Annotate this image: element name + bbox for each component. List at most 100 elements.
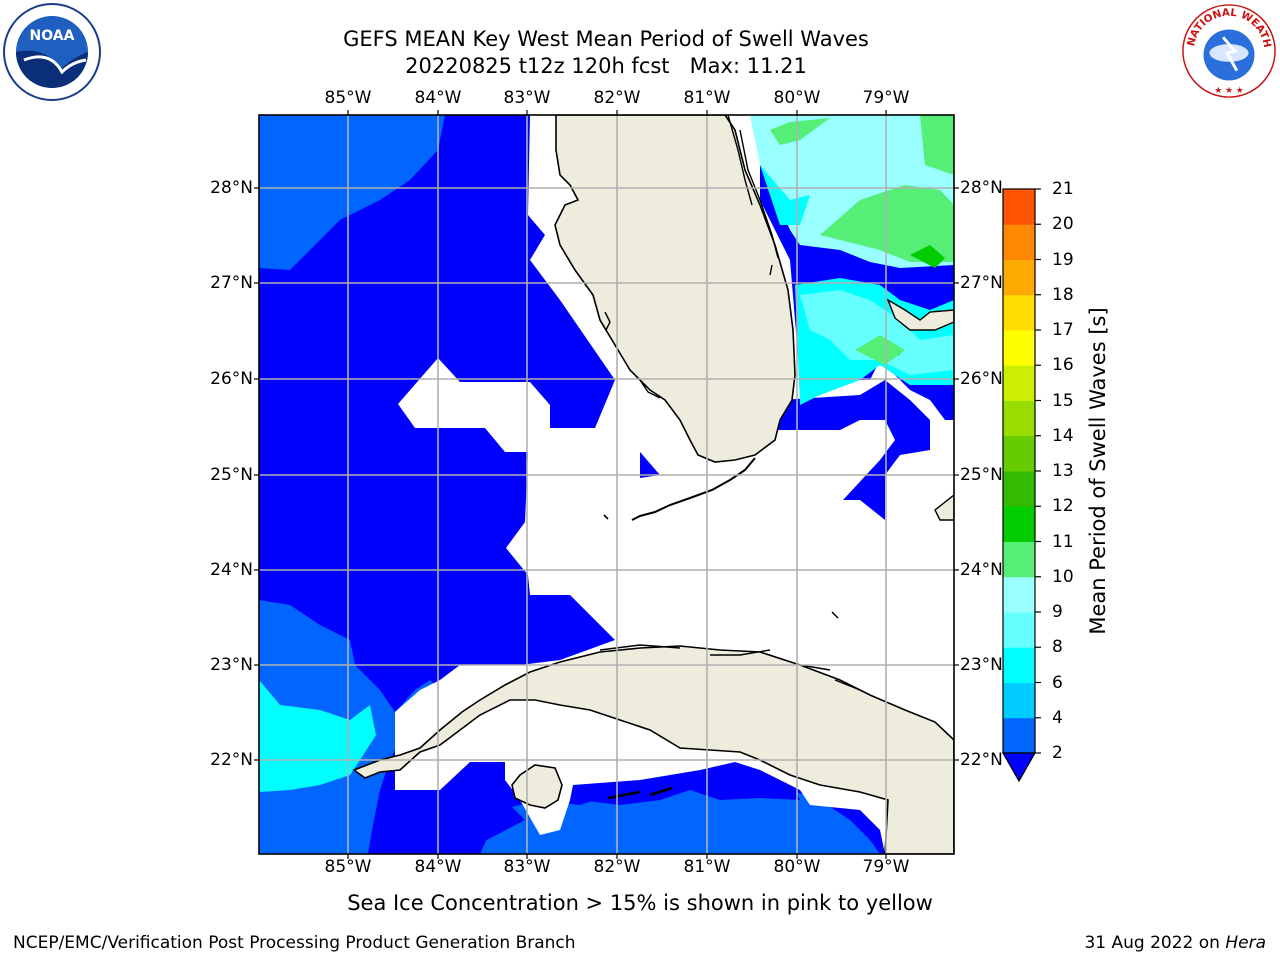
lat-label: 26°N: [210, 369, 253, 389]
colorbar-ticks: [1035, 188, 1041, 754]
colorbar-segment: [1003, 717, 1035, 754]
colorbar-segment: [1003, 506, 1035, 542]
colorbar-segment: [1003, 576, 1035, 613]
lon-label: 84°W: [414, 88, 462, 108]
sea-ice-note: Sea Ice Concentration > 15% is shown in …: [0, 891, 1280, 915]
graticule: [259, 115, 954, 854]
lat-label: 23°N: [960, 655, 1003, 675]
colorbar-tick-label: 4: [1052, 707, 1063, 728]
axis-ticks: [254, 110, 959, 859]
colorbar-tick-label: 21: [1052, 179, 1074, 199]
florida-land: [554, 115, 796, 463]
cuba-south-cays: [607, 786, 673, 800]
swell-contour-9-10: [920, 115, 954, 175]
lon-label: 81°W: [683, 857, 731, 877]
lon-label: 80°W: [773, 88, 821, 108]
colorbar-segment: [1003, 259, 1035, 296]
cuba-land: [352, 645, 954, 854]
lon-label: 79°W: [862, 88, 910, 108]
colorbar-tick-label: 6: [1052, 672, 1063, 693]
lat-label: 28°N: [960, 178, 1003, 198]
bahamas-land: [934, 494, 954, 521]
colorbar-tick-label: 11: [1052, 531, 1074, 552]
noaa-logo: NOAA: [3, 3, 101, 101]
colorbar-tick-label: 8: [1052, 637, 1063, 658]
swell-field-under: [775, 380, 930, 520]
machine-name: Hera: [1225, 933, 1266, 953]
colorbar-title: Mean Period of Swell Waves [s]: [1086, 307, 1110, 635]
colorbar-segment: [1003, 612, 1035, 648]
florida-keys: [603, 514, 609, 520]
no-data-region: [395, 115, 954, 854]
colorbar: [1001, 188, 1037, 783]
colorbar-tick-label: 9: [1052, 602, 1063, 622]
colorbar-segment: [1003, 294, 1035, 331]
colorbar-tick-label: 19: [1052, 249, 1074, 270]
cay-detail: [831, 611, 839, 619]
colorbar-segment: [1003, 647, 1035, 683]
lon-label: 83°W: [503, 88, 551, 108]
lon-label: 85°W: [324, 857, 372, 877]
colorbar-segment: [1003, 435, 1035, 472]
swell-field-under: [795, 252, 880, 285]
colorbar-segment: [1003, 330, 1035, 366]
lon-label: 80°W: [773, 857, 821, 877]
colorbar-segment: [1003, 682, 1035, 719]
lat-label: 26°N: [960, 369, 1003, 389]
swell-contour-2-4: [259, 115, 445, 270]
colorbar-tick-label: 15: [1052, 390, 1074, 411]
colorbar-segment: [1003, 224, 1035, 260]
swell-contour-9-10: [820, 185, 954, 262]
colorbar-segment: [1003, 471, 1035, 507]
lat-label: 25°N: [210, 465, 253, 485]
nws-logo: NATIONAL WEATHER SERVICE ★ ★ ★: [1180, 2, 1276, 98]
lon-label: 81°W: [683, 88, 731, 108]
swell-contour-9-10: [855, 335, 905, 365]
cuba-cays: [599, 644, 861, 691]
bahamas-land: [886, 298, 954, 331]
lon-label: 83°W: [503, 857, 551, 877]
lon-label: 84°W: [414, 857, 462, 877]
colorbar-tick-label: 10: [1052, 566, 1074, 587]
colorbar-segment: [1003, 400, 1035, 437]
lon-label: 79°W: [862, 857, 910, 877]
swell-contour-10-11: [910, 245, 945, 268]
lat-label: 22°N: [210, 750, 253, 770]
colorbar-tick-label: 2: [1052, 743, 1063, 763]
sea-ice-note-text: Sea Ice Concentration > 15% is shown in …: [347, 891, 933, 915]
map-frame: [258, 114, 955, 855]
lat-label: 22°N: [960, 750, 1003, 770]
lat-label: 25°N: [960, 465, 1003, 485]
florida-keys: [631, 457, 756, 521]
florida-coastline-detail: [599, 115, 779, 399]
lat-label: 24°N: [960, 560, 1003, 580]
credit-text: NCEP/EMC/Verification Post Processing Pr…: [13, 933, 576, 953]
swell-field-under: [640, 452, 660, 478]
colorbar-tick-label: 13: [1052, 461, 1074, 481]
swell-contour-9-10: [770, 118, 830, 145]
colorbar-tick-label: 14: [1052, 425, 1074, 446]
colorbar-tick-label: 12: [1052, 496, 1074, 517]
noaa-logo-text: NOAA: [30, 28, 75, 44]
lon-label: 82°W: [593, 857, 641, 877]
svg-text:★ ★ ★: ★ ★ ★: [1214, 86, 1243, 96]
colorbar-tick-label: 18: [1052, 284, 1074, 305]
colorbar-segment: [1003, 365, 1035, 401]
swell-contour-6-8: [800, 290, 954, 375]
lat-label: 23°N: [210, 655, 253, 675]
chart-subtitle: 20220825 t12z 120h fcst Max: 11.21: [405, 54, 807, 78]
colorbar-tick-label: 20: [1052, 214, 1074, 235]
chart-title: GEFS MEAN Key West Mean Period of Swell …: [343, 27, 869, 51]
colorbar-extend-min: [1001, 752, 1037, 783]
lat-label: 24°N: [210, 560, 253, 580]
colorbar-tick-label: 16: [1052, 355, 1074, 376]
colorbar-segment: [1003, 189, 1035, 225]
lat-label: 28°N: [210, 178, 253, 198]
swell-contour-4-6: [259, 680, 376, 792]
date-text: 31 Aug 2022 on: [1084, 933, 1220, 953]
date-stamp: 31 Aug 2022 on Hera: [1084, 933, 1266, 953]
colorbar-tick-label: 17: [1052, 320, 1074, 340]
colorbar-segment: [1003, 541, 1035, 578]
lat-label: 27°N: [960, 273, 1003, 293]
